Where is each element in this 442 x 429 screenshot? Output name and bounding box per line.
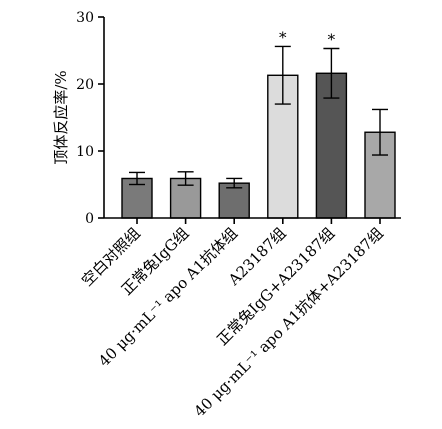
error-bars bbox=[129, 45, 388, 189]
y-axis-title: 顶体反应率/% bbox=[52, 70, 70, 164]
error-bar bbox=[129, 171, 145, 186]
significance-marks: * * bbox=[279, 28, 336, 48]
significance-mark: * bbox=[279, 28, 287, 46]
y-tick-label: 10 bbox=[76, 144, 94, 160]
error-bar bbox=[226, 177, 243, 189]
error-bar bbox=[372, 108, 388, 156]
error-bar bbox=[323, 47, 340, 99]
y-tick-label: 30 bbox=[76, 10, 94, 26]
bars bbox=[121, 72, 396, 219]
y-tick-label: 0 bbox=[85, 211, 94, 227]
significance-mark: * bbox=[328, 30, 336, 48]
x-axis bbox=[104, 217, 401, 224]
error-bar bbox=[274, 45, 291, 105]
y-axis: 0 10 20 30 bbox=[76, 10, 105, 227]
y-tick-label: 20 bbox=[76, 77, 94, 93]
error-bar bbox=[177, 171, 194, 186]
